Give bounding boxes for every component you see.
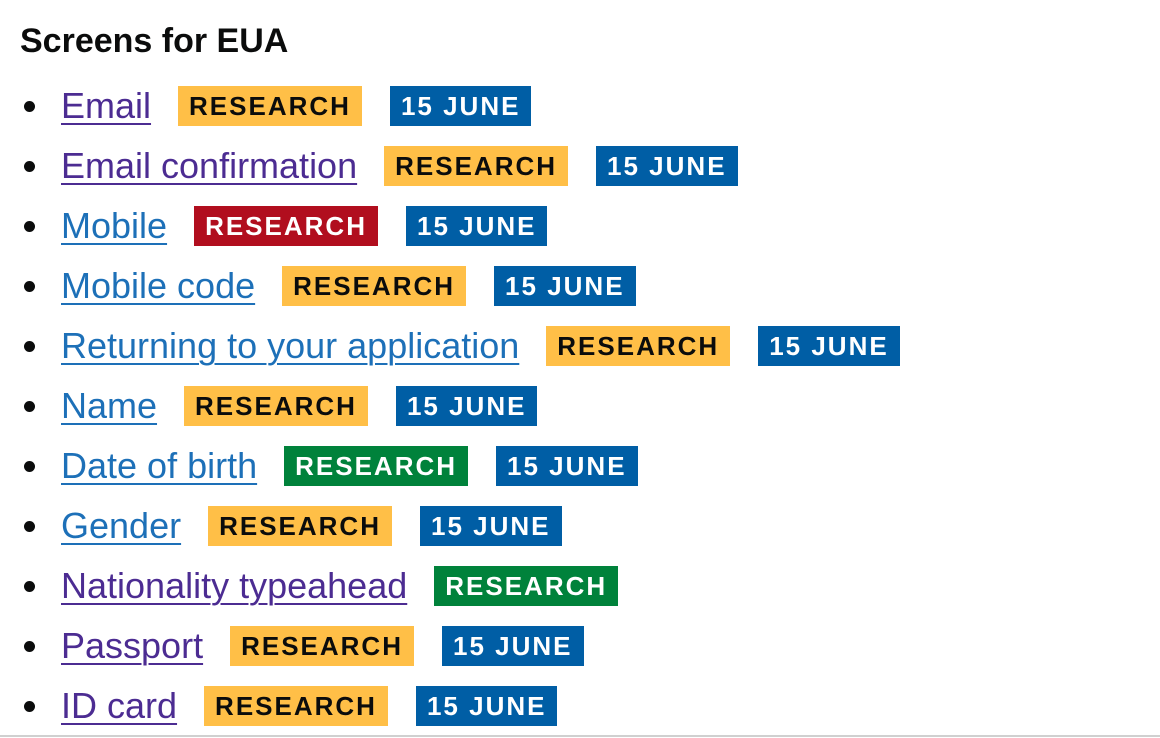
screen-link-date-of-birth[interactable]: Date of birth [61, 445, 258, 486]
bullet-icon [24, 641, 35, 652]
screen-link-mobile-code[interactable]: Mobile code [61, 265, 256, 306]
date-tag: 15 JUNE [389, 86, 532, 126]
list-item: Email RESEARCH 15 JUNE [0, 76, 900, 136]
date-tag: 15 JUNE [494, 266, 636, 306]
divider [0, 735, 1160, 737]
date-tag: 15 JUNE [415, 686, 558, 726]
list-item: Mobile code RESEARCH 15 JUNE [0, 256, 900, 316]
screen-link-mobile[interactable]: Mobile [61, 205, 168, 246]
screen-link-email[interactable]: Email [61, 85, 152, 126]
bullet-icon [24, 161, 35, 172]
status-tag: RESEARCH [384, 146, 569, 186]
list-item: Name RESEARCH 15 JUNE [0, 376, 900, 436]
bullet-icon [24, 701, 35, 712]
status-tag: RESEARCH [208, 506, 392, 546]
list-item: Returning to your application RESEARCH 1… [0, 316, 900, 376]
date-tag: 15 JUNE [596, 146, 738, 186]
list-item: Date of birth RESEARCH 15 JUNE [0, 436, 900, 496]
screen-link-id-card[interactable]: ID card [61, 685, 178, 726]
list-item: Gender RESEARCH 15 JUNE [0, 496, 900, 556]
page-heading: Screens for EUA [20, 22, 289, 60]
list-item: Nationality typeahead RESEARCH [0, 556, 900, 616]
bullet-icon [24, 461, 35, 472]
date-tag: 15 JUNE [758, 326, 900, 366]
status-tag: RESEARCH [184, 386, 368, 426]
screen-link-name[interactable]: Name [61, 385, 158, 426]
status-tag: RESEARCH [178, 86, 362, 126]
screen-link-gender[interactable]: Gender [61, 505, 182, 546]
status-tag: RESEARCH [204, 686, 388, 726]
screen-link-returning-to-your-application[interactable]: Returning to your application [61, 325, 520, 366]
screen-link-nationality-typeahead[interactable]: Nationality typeahead [61, 565, 408, 606]
date-tag: 15 JUNE [395, 386, 538, 426]
status-tag: RESEARCH [230, 626, 414, 666]
bullet-icon [24, 341, 35, 352]
status-tag: RESEARCH [434, 566, 619, 606]
status-tag: RESEARCH [194, 206, 378, 246]
bullet-icon [24, 581, 35, 592]
list-item: Mobile RESEARCH 15 JUNE [0, 196, 900, 256]
list-item: Email confirmation RESEARCH 15 JUNE [0, 136, 900, 196]
screen-list: Email RESEARCH 15 JUNE Email confirmatio… [0, 76, 900, 736]
bullet-icon [24, 101, 35, 112]
list-item: ID card RESEARCH 15 JUNE [0, 676, 900, 736]
screen-link-email-confirmation[interactable]: Email confirmation [61, 145, 358, 186]
date-tag: 15 JUNE [420, 506, 562, 546]
bullet-icon [24, 521, 35, 532]
screen-link-passport[interactable]: Passport [61, 625, 204, 666]
date-tag: 15 JUNE [405, 206, 548, 246]
bullet-icon [24, 221, 35, 232]
bullet-icon [24, 401, 35, 412]
date-tag: 15 JUNE [496, 446, 638, 486]
list-item: Passport RESEARCH 15 JUNE [0, 616, 900, 676]
status-tag: RESEARCH [546, 326, 731, 366]
date-tag: 15 JUNE [442, 626, 584, 666]
status-tag: RESEARCH [282, 266, 467, 306]
status-tag: RESEARCH [284, 446, 469, 486]
bullet-icon [24, 281, 35, 292]
